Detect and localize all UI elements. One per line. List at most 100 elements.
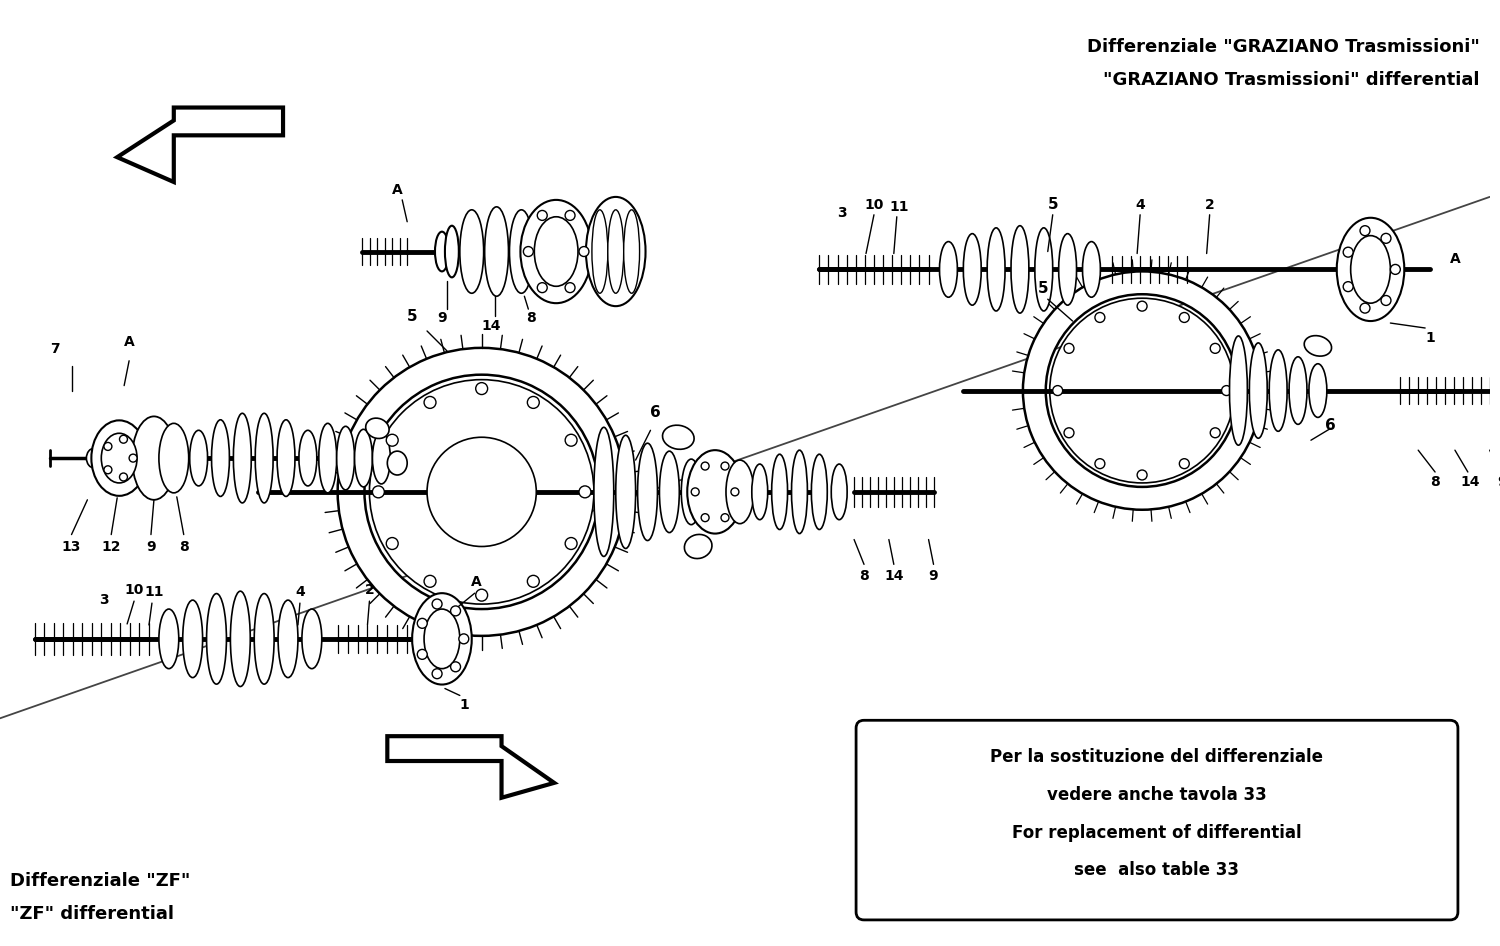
Circle shape	[450, 606, 460, 616]
Text: 11: 11	[144, 586, 164, 599]
Text: 9: 9	[1497, 475, 1500, 489]
Ellipse shape	[424, 609, 460, 669]
Text: 8: 8	[178, 539, 189, 553]
Circle shape	[1053, 386, 1062, 395]
Ellipse shape	[1050, 298, 1234, 482]
Ellipse shape	[102, 433, 136, 482]
Ellipse shape	[278, 420, 296, 497]
Ellipse shape	[681, 459, 700, 525]
Text: see  also table 33: see also table 33	[1074, 861, 1239, 880]
Circle shape	[1382, 295, 1390, 306]
Circle shape	[104, 443, 112, 450]
Ellipse shape	[255, 413, 273, 503]
Circle shape	[528, 575, 540, 587]
Circle shape	[1137, 301, 1148, 311]
Text: A: A	[471, 575, 482, 589]
Text: 3: 3	[837, 205, 848, 219]
Circle shape	[537, 283, 548, 292]
Circle shape	[1360, 303, 1370, 313]
Ellipse shape	[586, 197, 645, 307]
Ellipse shape	[1011, 226, 1029, 313]
Text: 3: 3	[99, 593, 109, 607]
Ellipse shape	[812, 454, 828, 530]
Circle shape	[566, 537, 578, 550]
Text: 9: 9	[928, 569, 939, 584]
Ellipse shape	[510, 210, 534, 293]
Circle shape	[566, 210, 574, 220]
Circle shape	[424, 575, 436, 587]
Circle shape	[432, 669, 442, 678]
Ellipse shape	[336, 427, 354, 490]
Text: 9: 9	[146, 539, 156, 553]
Ellipse shape	[211, 420, 230, 497]
Circle shape	[1064, 428, 1074, 438]
Text: 10: 10	[864, 198, 883, 212]
Ellipse shape	[278, 600, 298, 677]
FancyBboxPatch shape	[856, 720, 1458, 920]
Circle shape	[120, 473, 128, 481]
Text: "ZF" differential: "ZF" differential	[10, 905, 174, 923]
Text: 5: 5	[1047, 197, 1058, 212]
Text: 4: 4	[1136, 198, 1144, 212]
Text: For replacement of differential: For replacement of differential	[1013, 824, 1302, 842]
Text: 5: 5	[406, 309, 417, 324]
Text: 8: 8	[859, 569, 868, 584]
Ellipse shape	[231, 591, 251, 687]
Ellipse shape	[1250, 342, 1268, 438]
Ellipse shape	[366, 418, 388, 439]
Ellipse shape	[792, 450, 807, 534]
Text: 14: 14	[1460, 475, 1479, 489]
Circle shape	[387, 537, 398, 550]
Text: 12: 12	[102, 539, 122, 553]
Circle shape	[417, 649, 428, 659]
Circle shape	[476, 382, 488, 394]
Circle shape	[104, 465, 112, 474]
Ellipse shape	[624, 210, 639, 293]
Ellipse shape	[372, 432, 390, 484]
Ellipse shape	[484, 207, 508, 296]
Ellipse shape	[592, 210, 608, 293]
Ellipse shape	[189, 430, 207, 486]
Text: 13: 13	[62, 539, 81, 553]
Ellipse shape	[963, 234, 981, 306]
Circle shape	[432, 599, 442, 609]
Circle shape	[1179, 312, 1190, 323]
Text: Per la sostituzione del differenziale: Per la sostituzione del differenziale	[990, 748, 1323, 766]
Ellipse shape	[663, 425, 694, 449]
Ellipse shape	[1035, 228, 1053, 311]
Text: 6: 6	[1326, 418, 1336, 433]
Ellipse shape	[159, 609, 178, 669]
Ellipse shape	[660, 451, 680, 533]
Text: 1: 1	[460, 698, 470, 712]
Circle shape	[566, 434, 578, 447]
Circle shape	[528, 396, 540, 409]
Ellipse shape	[831, 464, 848, 519]
Circle shape	[1210, 343, 1219, 353]
Text: 2: 2	[1204, 198, 1215, 212]
Text: 14: 14	[884, 569, 903, 584]
Ellipse shape	[1083, 241, 1101, 297]
Circle shape	[424, 396, 436, 409]
Ellipse shape	[939, 241, 957, 297]
Text: 1: 1	[1425, 331, 1436, 345]
Text: 6: 6	[650, 406, 662, 420]
Text: 7: 7	[50, 342, 60, 356]
Circle shape	[1137, 470, 1148, 480]
Circle shape	[459, 634, 470, 644]
Circle shape	[730, 488, 740, 496]
Ellipse shape	[608, 210, 624, 293]
Ellipse shape	[1230, 336, 1248, 446]
Circle shape	[1179, 459, 1190, 468]
Circle shape	[476, 589, 488, 601]
Circle shape	[1095, 459, 1106, 468]
Ellipse shape	[183, 600, 203, 677]
Circle shape	[1221, 386, 1232, 395]
Ellipse shape	[520, 200, 592, 303]
Ellipse shape	[234, 413, 252, 503]
Ellipse shape	[298, 430, 316, 486]
Circle shape	[566, 283, 574, 292]
Ellipse shape	[460, 210, 483, 293]
Circle shape	[700, 462, 709, 470]
Ellipse shape	[687, 450, 742, 534]
Circle shape	[1390, 265, 1401, 274]
